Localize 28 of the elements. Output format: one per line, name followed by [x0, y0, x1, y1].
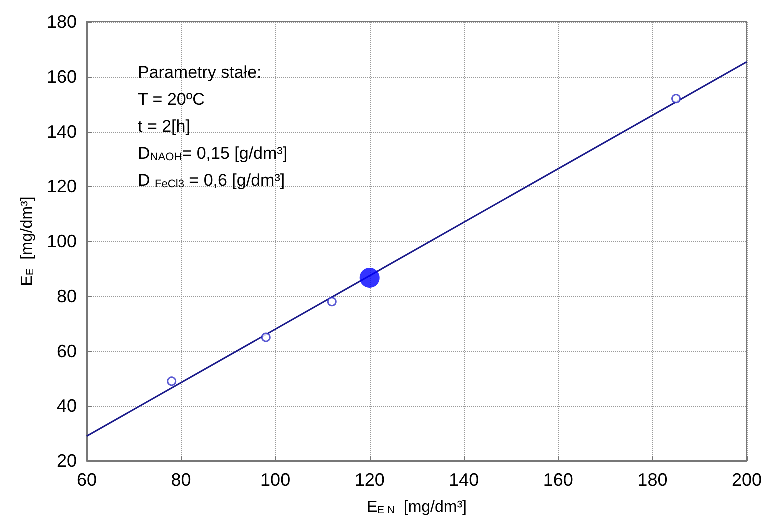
point: [167, 376, 177, 386]
y-tick-label: 80: [56, 286, 77, 306]
x-tick-label: 200: [732, 470, 762, 490]
x-tick-label: 140: [449, 470, 480, 490]
y-tick-label: 160: [46, 66, 77, 87]
x-tick-label: 180: [638, 470, 668, 490]
annotation: Parametry stałe:: [138, 63, 262, 82]
x-tick-label: 100: [260, 470, 291, 490]
point: [327, 297, 337, 307]
x-tick-label: 80: [171, 470, 192, 490]
annotation: DNAOH= 0,15 [g/dm³]: [138, 144, 288, 164]
y-tick-label: 60: [56, 341, 77, 362]
x-tick-label: 60: [76, 470, 98, 490]
x-tick-label: 160: [543, 470, 574, 490]
annotation: T = 20ºC: [138, 90, 205, 109]
annotation: t = 2[h]: [138, 117, 190, 136]
y-tick-label: 100: [46, 232, 77, 252]
point: [261, 332, 271, 342]
x-tick-label: 120: [354, 470, 385, 490]
annotation: D FeCl3 = 0,6 [g/dm³]: [138, 171, 286, 190]
y-tick-label: 120: [46, 176, 77, 197]
point: [672, 94, 682, 104]
y-tick-label: 40: [56, 396, 77, 416]
y-tick-label: 180: [46, 12, 77, 32]
y-tick-label: 140: [46, 122, 77, 142]
point: [360, 268, 380, 288]
y-tick-label: 20: [56, 451, 77, 471]
y-axis-title: EE [mg/dm³]: [18, 196, 37, 286]
